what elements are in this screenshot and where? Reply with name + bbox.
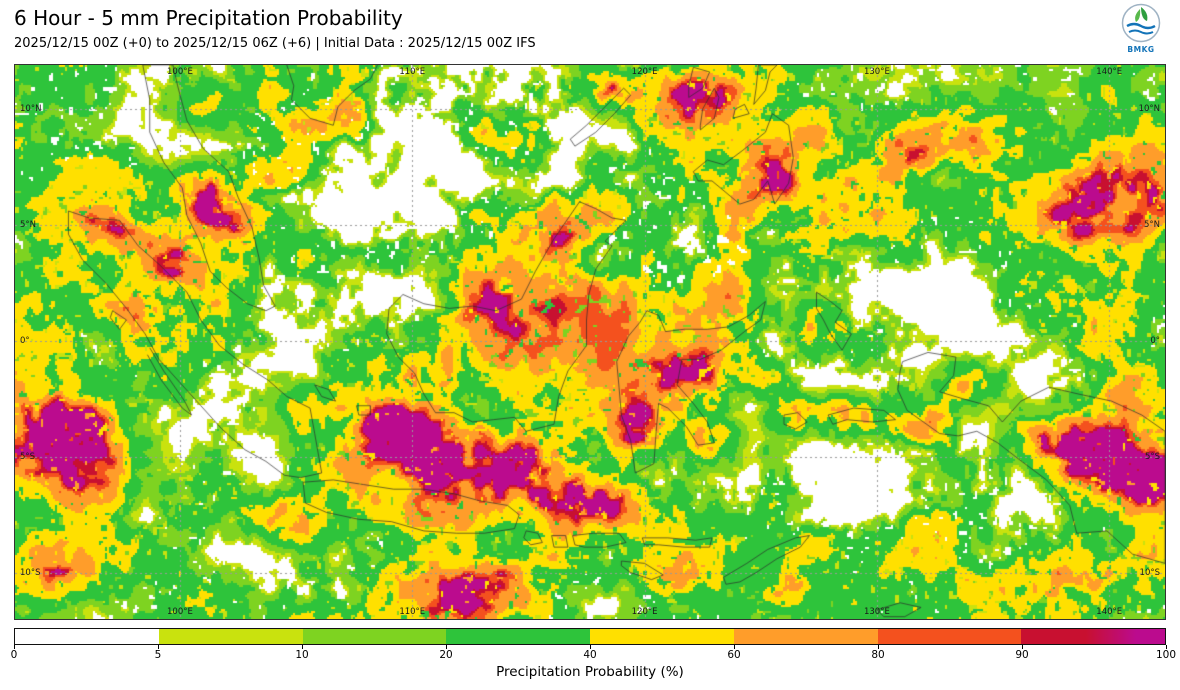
lon-tick-label: 110°E: [399, 607, 426, 617]
lon-tick-label: 120°E: [631, 67, 658, 77]
colorbar-tick-mark: [878, 645, 879, 649]
lon-tick-label: 130°E: [863, 67, 890, 77]
page-title: 6 Hour - 5 mm Precipitation Probability: [14, 6, 403, 30]
colorbar-tick-mark: [302, 645, 303, 649]
bmkg-globe-icon: [1121, 3, 1161, 43]
colorbar-band: [1021, 629, 1165, 644]
lat-tick-label: 10°N: [1138, 104, 1160, 115]
colorbar-band: [15, 629, 159, 644]
bmkg-logo-text: BMKG: [1127, 45, 1155, 54]
colorbar-tick-mark: [734, 645, 735, 649]
colorbar-band: [733, 629, 878, 644]
colorbar-band: [446, 629, 590, 644]
colorbar-band: [877, 629, 1022, 644]
lon-tick-label: 100°E: [167, 607, 193, 617]
colorbar-tick-mark: [1166, 645, 1167, 649]
colorbar-tick-mark: [158, 645, 159, 649]
lat-tick-label: 10°S: [20, 567, 41, 578]
lon-tick-label: 140°E: [1096, 607, 1123, 617]
lat-tick-label: 5°S: [20, 451, 36, 462]
colorbar-tick-mark: [446, 645, 447, 649]
lat-tick-label: 5°N: [20, 219, 37, 230]
lat-tick-label: 0°: [1150, 335, 1160, 346]
figure-subtitle: 2025/12/15 00Z (+0) to 2025/12/15 06Z (+…: [14, 36, 536, 51]
colorbar-tick-label: 60: [727, 649, 741, 661]
colorbar-tick-label: 0: [10, 649, 18, 661]
colorbar-tick-label: 80: [871, 649, 885, 661]
lon-tick-label: 100°E: [167, 67, 193, 77]
colorbar-tick-label: 10: [295, 649, 309, 661]
lon-tick-label: 120°E: [631, 607, 658, 617]
colorbar-tick-labels: 0 5 10 20 40 60 80 90 100: [10, 645, 1176, 662]
colorbar-band: [302, 629, 447, 644]
precipitation-probability-map: [15, 65, 1165, 619]
lon-tick-label: 130°E: [863, 607, 890, 617]
lat-tick-label: 5°S: [1144, 451, 1160, 462]
colorbar-tick-mark: [14, 645, 15, 649]
colorbar-tick-label: 40: [583, 649, 597, 661]
colorbar-band: [590, 629, 734, 644]
colorbar: [14, 628, 1166, 645]
colorbar-tick-mark: [1022, 645, 1023, 649]
colorbar-tick-mark: [590, 645, 591, 649]
lat-tick-label: 0°: [20, 335, 30, 346]
colorbar-tick-label: 20: [439, 649, 453, 661]
lat-tick-label: 10°N: [20, 104, 42, 115]
colorbar-axis-label: Precipitation Probability (%): [496, 664, 684, 680]
bmkg-logo: BMKG: [1116, 3, 1166, 54]
colorbar-band: [158, 629, 303, 644]
map-plot-area: 100°E 100°E 110°E 110°E 120°E 120°E 130°E 130°E…: [14, 64, 1166, 620]
colorbar-tick-label: 100: [1155, 649, 1177, 661]
lat-tick-label: 5°N: [1143, 219, 1160, 230]
colorbar-tick-label: 90: [1015, 649, 1029, 661]
lon-tick-label: 110°E: [399, 67, 426, 77]
lon-tick-label: 140°E: [1096, 67, 1123, 77]
colorbar-tick-label: 5: [154, 649, 162, 661]
lat-tick-label: 10°S: [1139, 567, 1160, 578]
